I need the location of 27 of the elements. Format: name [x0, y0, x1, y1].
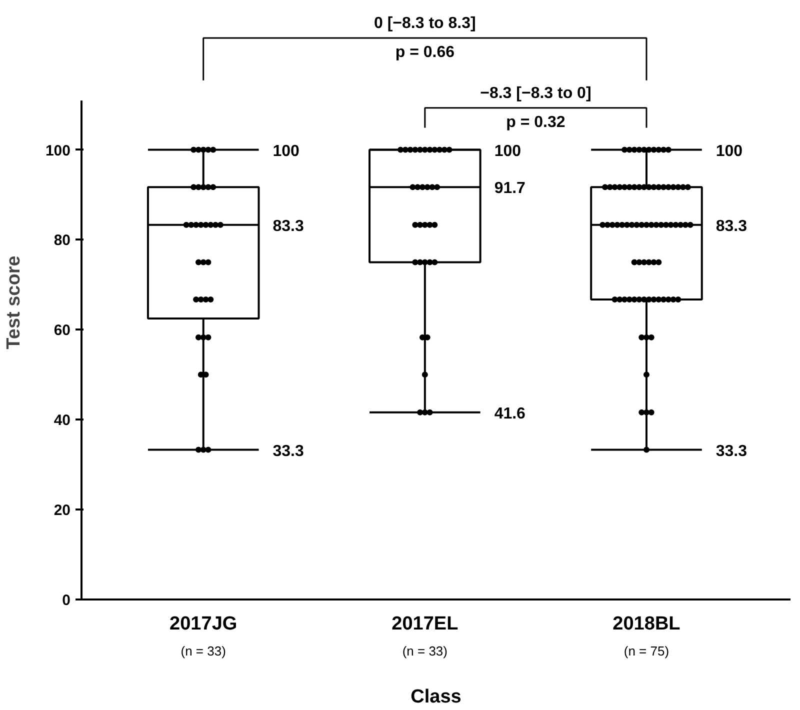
x-tick-label: 2017EL [392, 614, 459, 634]
y-axis-title: Test score [3, 256, 24, 350]
annotation: 41.6 [494, 405, 526, 422]
x-tick-label: 2017JG [170, 614, 238, 634]
text: (n = 33) [402, 644, 448, 658]
annotation: 100 [494, 142, 522, 160]
annotation: 33.3 [716, 442, 748, 460]
y-tick-label: 60 [54, 322, 71, 340]
annotation: 100 [272, 142, 300, 160]
y-tick-label: 80 [54, 232, 71, 250]
y-tick-label: 100 [45, 142, 71, 160]
annotation: 83.3 [716, 218, 748, 235]
annotation: 100 [716, 142, 743, 160]
y-tick-label: 20 [54, 502, 71, 520]
annotation: 33.3 [272, 442, 304, 460]
text: (n = 75) [624, 644, 670, 658]
annotation: −8.3 [−8.3 to 0] [480, 84, 592, 102]
annotation: 91.7 [494, 180, 526, 198]
text: (n = 33) [180, 644, 226, 658]
text: p = 0.66 [395, 44, 455, 61]
y-tick-label: 40 [54, 412, 71, 430]
x-axis-title: Class [410, 686, 462, 708]
text: 0 [−8.3 to 8.3] [374, 14, 476, 32]
y-tick-label: 0 [62, 592, 70, 609]
annotation: p = 0.32 [506, 114, 566, 131]
x-tick-label: 2018BL [612, 614, 681, 634]
annotation: 83.3 [272, 218, 304, 235]
